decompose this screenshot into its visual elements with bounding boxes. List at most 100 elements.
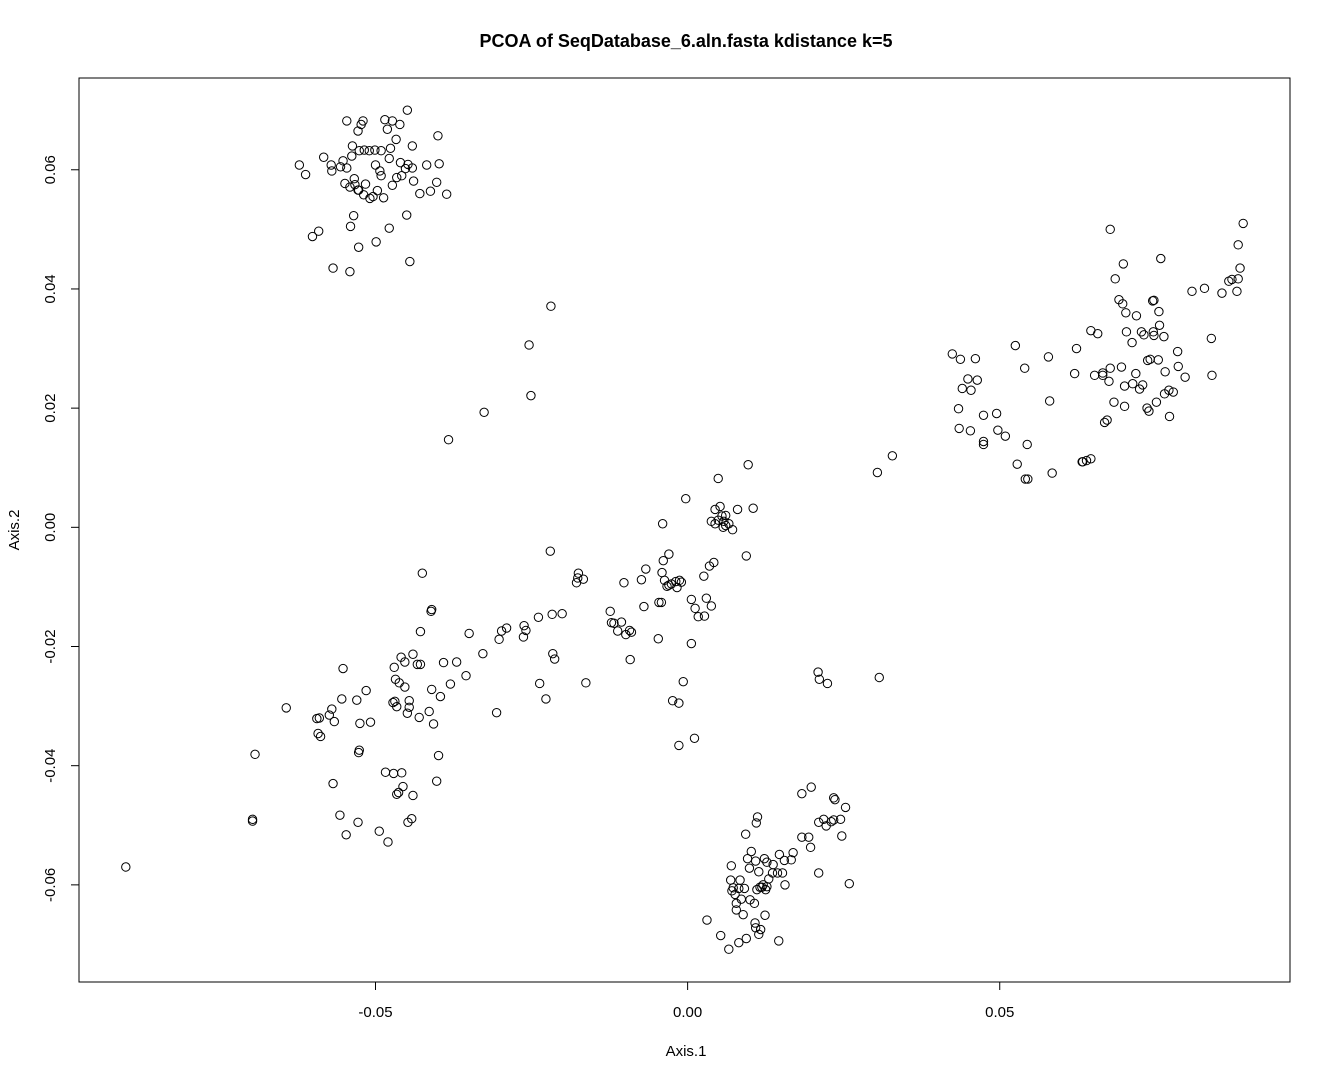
data-point (741, 551, 751, 561)
y-axis: -0.06 -0.04 -0.02 0.00 0.02 0.04 0.06 (42, 155, 79, 902)
data-point (1023, 474, 1033, 484)
data-point (337, 694, 347, 704)
data-point (364, 146, 374, 156)
data-point (605, 606, 615, 617)
data-point (625, 654, 635, 665)
data-point (1136, 327, 1147, 337)
data-point (1118, 259, 1129, 269)
data-point (395, 119, 405, 130)
data-point (780, 880, 790, 890)
data-point (496, 626, 507, 636)
data-point (494, 634, 504, 645)
data-point (993, 425, 1003, 435)
data-point (1047, 468, 1057, 478)
data-point (734, 883, 744, 894)
data-point (353, 242, 364, 252)
data-point (441, 189, 452, 199)
data-point (762, 881, 772, 892)
data-point (1207, 370, 1217, 381)
data-point (424, 706, 434, 717)
data-point (1153, 355, 1163, 365)
data-point (731, 905, 742, 915)
data-point (524, 340, 534, 350)
data-point (1144, 406, 1154, 416)
data-point (383, 837, 393, 847)
data-point (636, 575, 647, 585)
data-point (1233, 240, 1243, 250)
data-point (1224, 276, 1234, 286)
data-point (433, 131, 443, 141)
data-point (328, 263, 338, 273)
data-point (947, 349, 957, 359)
data-point (653, 634, 663, 644)
data-point (541, 694, 551, 704)
data-point (1086, 454, 1096, 464)
plot-frame (78, 77, 1291, 983)
y-tick-label: 0.06 (42, 155, 59, 184)
data-point (1121, 308, 1131, 318)
data-point (1159, 389, 1170, 399)
data-point (402, 105, 413, 115)
data-point (1217, 288, 1227, 298)
data-point (435, 691, 446, 702)
data-point (390, 696, 400, 707)
data-point (327, 166, 337, 176)
data-point (404, 696, 414, 706)
data-point (760, 910, 770, 920)
data-point (740, 829, 751, 839)
data-point (701, 593, 712, 603)
data-point (814, 868, 824, 878)
data-point (414, 712, 424, 723)
data-point (533, 612, 544, 623)
data-point (704, 561, 715, 571)
data-point (690, 603, 700, 614)
data-point (438, 657, 449, 668)
data-point (813, 667, 823, 677)
data-point (324, 710, 335, 720)
data-point (689, 733, 700, 743)
data-point (349, 174, 359, 184)
data-point (734, 937, 744, 948)
data-point (1154, 320, 1165, 331)
data-point (1238, 218, 1248, 229)
data-point (727, 886, 737, 896)
data-point (814, 674, 825, 684)
chart-title: PCOA of SeqDatabase_6.aln.fasta kdistanc… (479, 31, 892, 51)
data-point (375, 166, 385, 176)
data-point (388, 768, 399, 779)
data-point (328, 778, 338, 789)
data-point (397, 768, 407, 778)
data-point (398, 781, 408, 792)
data-point (378, 193, 389, 203)
data-point (1151, 397, 1162, 407)
data-point (828, 815, 839, 825)
data-point (686, 638, 697, 649)
y-tick-label: -0.04 (42, 749, 59, 783)
data-point (382, 124, 393, 134)
data-point (716, 930, 726, 941)
data-point (626, 627, 637, 637)
data-point (725, 875, 736, 885)
data-point (326, 160, 336, 170)
data-point (678, 676, 688, 687)
data-point (1156, 253, 1166, 264)
data-point (619, 578, 629, 588)
y-axis-label: Axis.2 (6, 510, 23, 551)
data-point (415, 626, 426, 637)
data-point (674, 698, 684, 708)
data-point (1102, 415, 1112, 425)
data-point (388, 697, 398, 708)
data-point (991, 408, 1002, 419)
data-point (403, 817, 413, 827)
data-point (395, 157, 406, 168)
data-point (754, 929, 764, 940)
data-point (1010, 340, 1021, 351)
data-point (396, 652, 406, 662)
data-point (359, 145, 369, 155)
data-point (547, 609, 557, 620)
data-point (385, 143, 396, 154)
data-point (581, 678, 591, 688)
data-point (1142, 403, 1152, 413)
data-point (613, 626, 623, 636)
